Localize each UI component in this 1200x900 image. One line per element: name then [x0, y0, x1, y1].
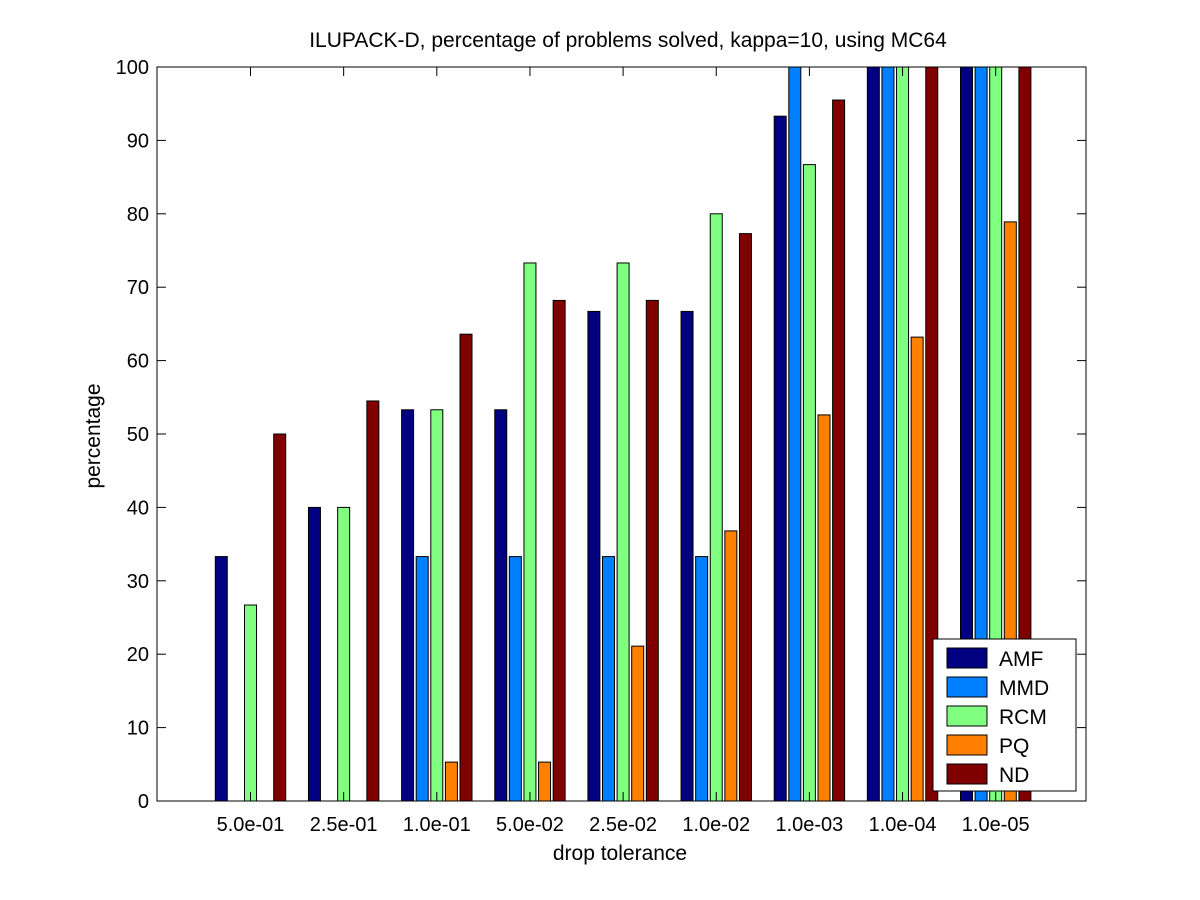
- bar-nd-5: [738, 233, 752, 802]
- bar-amf-5: [680, 310, 694, 802]
- x-tick-label: 1.0e-04: [869, 814, 937, 836]
- y-tick-label: 50: [127, 424, 149, 446]
- bars-layer: [214, 66, 1032, 802]
- legend-label: AMF: [999, 648, 1043, 671]
- x-tick-label: 5.0e-02: [496, 814, 564, 836]
- x-tick-label: 1.0e-03: [775, 814, 843, 836]
- bar-rcm-4: [616, 262, 630, 802]
- bar-mmd-2: [415, 556, 429, 802]
- x-tick-label: 2.5e-01: [310, 814, 378, 836]
- legend-label: RCM: [999, 706, 1047, 729]
- bar-pq-4: [631, 645, 645, 802]
- x-tick-label: 5.0e-01: [217, 814, 285, 836]
- bar-amf-2: [401, 409, 415, 802]
- x-tick-label: 1.0e-01: [403, 814, 471, 836]
- bar-rcm-7: [896, 66, 910, 802]
- bar-rcm-1: [337, 506, 351, 802]
- bar-rcm-6: [802, 164, 816, 802]
- legend-swatch-amf: [946, 647, 988, 669]
- bar-pq-7: [910, 336, 924, 802]
- chart-title: ILUPACK-D, percentage of problems solved…: [309, 29, 947, 52]
- bar-pq-5: [724, 530, 738, 802]
- bar-mmd-4: [602, 556, 615, 802]
- bar-nd-4: [645, 299, 659, 802]
- y-tick-label: 100: [116, 57, 149, 79]
- y-tick-label: 60: [127, 351, 149, 373]
- y-tick-label: 40: [127, 497, 149, 519]
- y-tick-label: 30: [127, 571, 149, 593]
- y-tick-label: 20: [127, 644, 149, 666]
- bar-pq-6: [817, 414, 831, 802]
- legend-swatch-nd: [946, 763, 988, 785]
- bar-pq-3: [538, 761, 552, 802]
- bar-rcm-2: [430, 409, 444, 802]
- bar-nd-6: [832, 99, 846, 802]
- bar-rcm-3: [523, 262, 537, 802]
- legend: AMF MMD RCM PQ ND: [932, 638, 1077, 792]
- legend-swatch-pq: [946, 734, 988, 756]
- bar-nd-1: [366, 400, 380, 802]
- bar-amf-6: [773, 115, 787, 802]
- y-tick-label: 80: [127, 204, 149, 226]
- bar-rcm-0: [244, 604, 257, 802]
- legend-label: MMD: [999, 677, 1049, 700]
- y-axis-label: percentage: [82, 383, 105, 488]
- x-tick-label: 1.0e-05: [962, 814, 1030, 836]
- bar-mmd-7: [881, 66, 895, 802]
- bar-pq-2: [444, 761, 458, 802]
- bar-mmd-3: [508, 556, 522, 802]
- bar-rcm-5: [709, 213, 723, 802]
- x-axis-label: drop tolerance: [553, 842, 687, 865]
- legend-swatch-mmd: [946, 676, 988, 698]
- y-axis: 0 10 20 30 40 50 60 70 80 90 100: [116, 57, 1086, 813]
- bar-amf-0: [214, 556, 228, 802]
- bar-nd-0: [273, 433, 287, 802]
- bar-mmd-5: [695, 556, 709, 802]
- x-tick-label: 2.5e-02: [589, 814, 657, 836]
- bar-mmd-6: [788, 66, 802, 802]
- y-tick-label: 70: [127, 277, 149, 299]
- legend-swatch-rcm: [946, 705, 988, 727]
- y-tick-label: 0: [138, 791, 149, 813]
- bar-amf-7: [866, 66, 880, 802]
- x-axis: 5.0e-01 2.5e-01 1.0e-01 5.0e-02 2.5e-02 1.0e-…: [217, 67, 1030, 836]
- legend-label: PQ: [999, 735, 1029, 758]
- y-tick-label: 90: [127, 130, 149, 152]
- bar-nd-3: [552, 299, 566, 802]
- y-tick-label: 10: [127, 718, 149, 740]
- bar-nd-2: [459, 333, 473, 802]
- bar-amf-4: [587, 310, 601, 802]
- bar-amf-3: [494, 409, 508, 802]
- legend-label: ND: [999, 764, 1029, 787]
- bar-amf-1: [307, 506, 321, 802]
- x-tick-label: 1.0e-02: [682, 814, 750, 836]
